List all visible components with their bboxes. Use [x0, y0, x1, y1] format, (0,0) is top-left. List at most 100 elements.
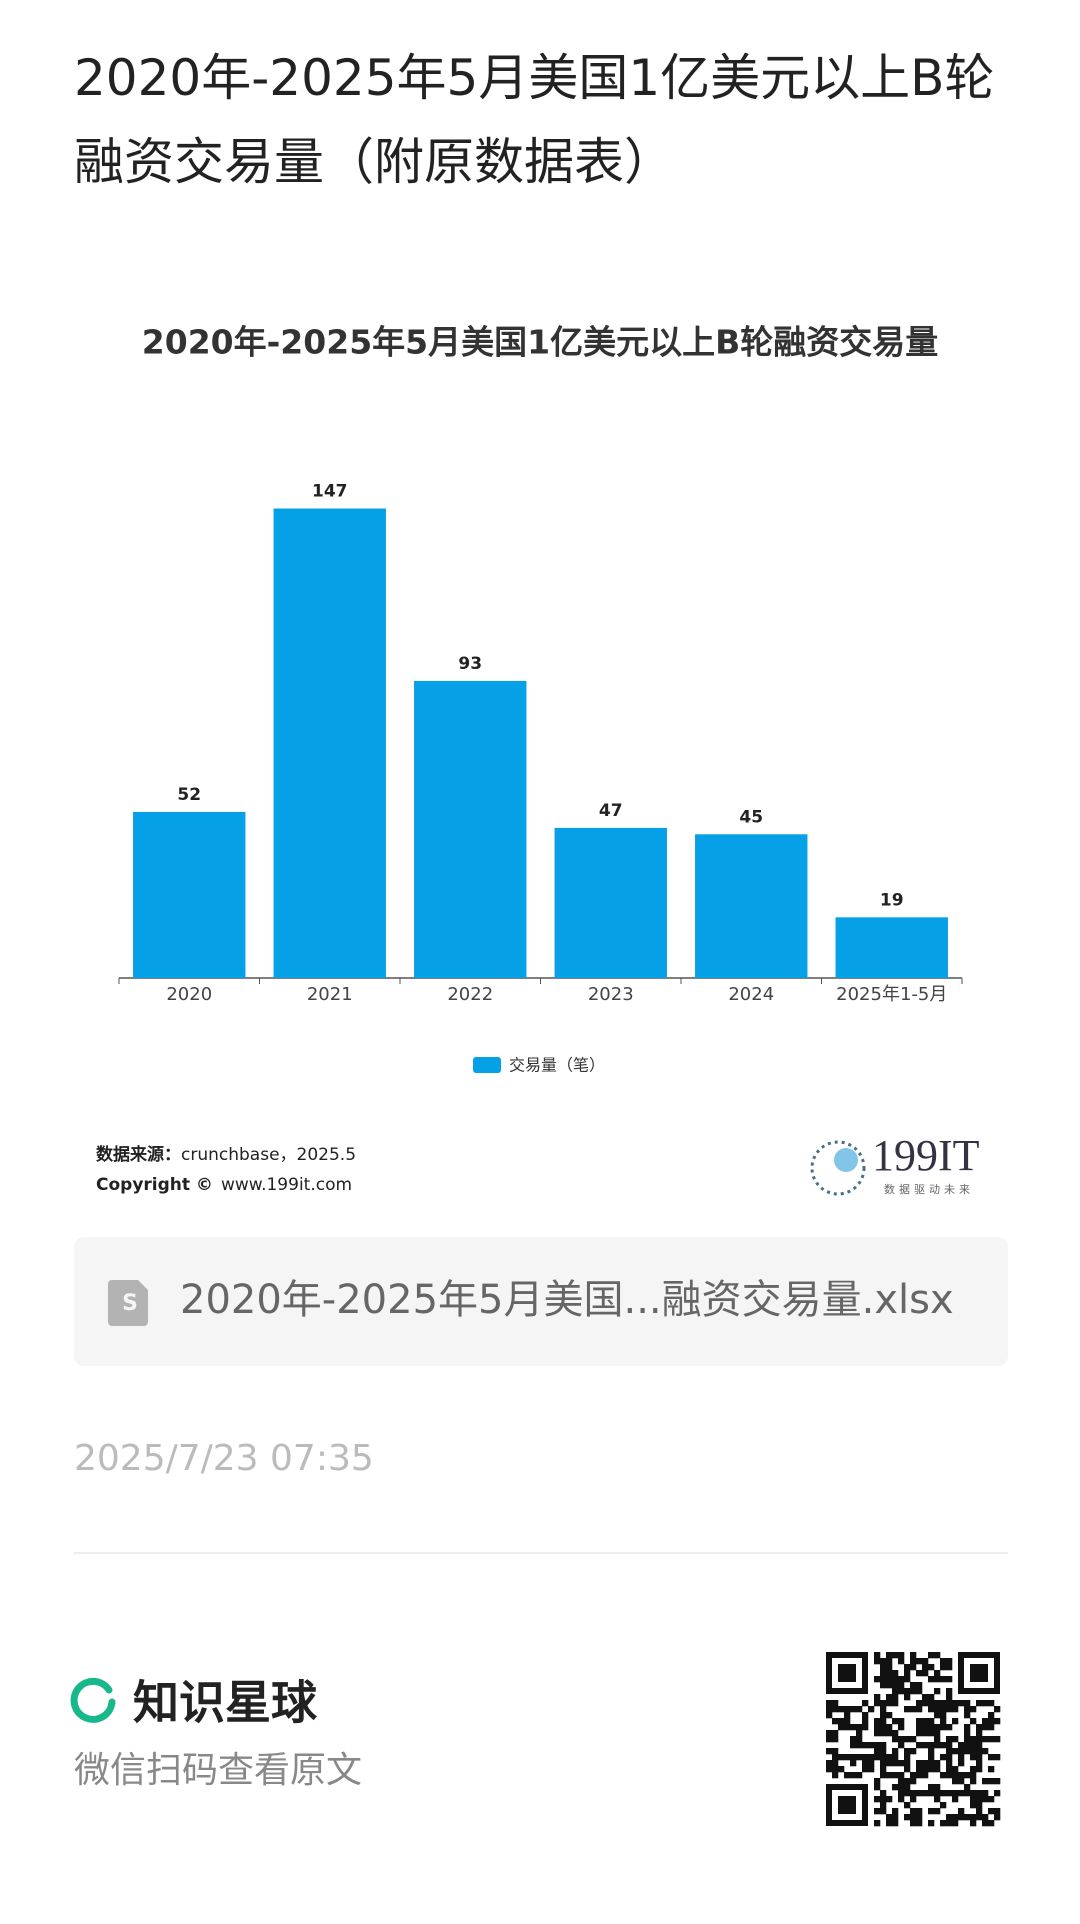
qr-module	[964, 1724, 971, 1731]
qr-module	[928, 1730, 935, 1737]
qr-module	[958, 1808, 965, 1815]
qr-module	[904, 1790, 911, 1797]
qr-module	[898, 1790, 905, 1797]
qr-module	[952, 1766, 959, 1773]
logo-name: 199IT	[872, 1131, 980, 1180]
qr-module	[904, 1784, 911, 1791]
qr-module	[916, 1820, 923, 1827]
qr-module	[826, 1700, 833, 1707]
qr-module	[916, 1658, 923, 1665]
bar	[695, 834, 808, 978]
qr-module	[910, 1796, 917, 1803]
qr-module	[970, 1796, 977, 1803]
qr-module	[940, 1724, 947, 1731]
qr-module	[928, 1760, 935, 1767]
qr-module	[976, 1742, 983, 1749]
qr-module	[976, 1724, 983, 1731]
qr-module	[964, 1706, 971, 1713]
qr-module	[904, 1670, 911, 1677]
qr-module	[892, 1670, 899, 1677]
qr-module	[940, 1712, 947, 1719]
qr-module	[886, 1760, 893, 1767]
qr-module	[982, 1790, 989, 1797]
qr-module	[874, 1784, 881, 1791]
qr-module	[898, 1652, 905, 1659]
qr-module	[892, 1820, 899, 1827]
qr-module	[994, 1814, 1001, 1821]
qr-module	[856, 1742, 863, 1749]
qr-module	[994, 1736, 1001, 1743]
qr-module	[982, 1718, 989, 1725]
qr-module	[952, 1706, 959, 1713]
qr-module	[982, 1820, 989, 1827]
qr-finder	[838, 1664, 856, 1682]
qr-module	[940, 1706, 947, 1713]
qr-module	[958, 1700, 965, 1707]
brand-icon	[70, 1677, 116, 1723]
qr-code[interactable]	[826, 1652, 1001, 1827]
qr-module	[928, 1790, 935, 1797]
file-icon	[108, 1280, 148, 1326]
qr-module	[856, 1730, 863, 1737]
qr-module	[826, 1748, 833, 1755]
qr-module	[826, 1706, 833, 1713]
qr-module	[994, 1718, 1001, 1725]
qr-module	[898, 1778, 905, 1785]
qr-module	[964, 1700, 971, 1707]
qr-module	[994, 1808, 1001, 1815]
qr-module	[850, 1706, 857, 1713]
qr-module	[928, 1808, 935, 1815]
qr-module	[850, 1754, 857, 1761]
qr-module	[910, 1820, 917, 1827]
qr-module	[880, 1790, 887, 1797]
qr-module	[898, 1724, 905, 1731]
attachment-card[interactable]	[74, 1237, 1008, 1366]
qr-module	[898, 1682, 905, 1689]
qr-module	[832, 1748, 839, 1755]
qr-module	[874, 1754, 881, 1761]
qr-module	[886, 1754, 893, 1761]
logo-icon	[810, 1140, 866, 1196]
qr-module	[850, 1724, 857, 1731]
qr-module	[868, 1754, 875, 1761]
qr-module	[862, 1760, 869, 1767]
qr-module	[958, 1814, 965, 1821]
qr-module	[886, 1730, 893, 1737]
qr-module	[958, 1778, 965, 1785]
qr-module	[976, 1766, 983, 1773]
qr-module	[880, 1670, 887, 1677]
qr-module	[988, 1736, 995, 1743]
qr-module	[970, 1790, 977, 1797]
qr-module	[934, 1742, 941, 1749]
qr-module	[892, 1760, 899, 1767]
qr-module	[946, 1700, 953, 1707]
qr-module	[892, 1688, 899, 1695]
qr-module	[982, 1736, 989, 1743]
x-tick-label: 2022	[447, 984, 493, 1005]
qr-module	[928, 1694, 935, 1701]
qr-module	[910, 1688, 917, 1695]
qr-module	[922, 1760, 929, 1767]
qr-module	[928, 1766, 935, 1773]
bar	[273, 508, 386, 978]
timestamp: 2025/7/23 07:35	[74, 1438, 374, 1479]
qr-module	[844, 1724, 851, 1731]
qr-module	[874, 1700, 881, 1707]
qr-module	[916, 1766, 923, 1773]
qr-module	[922, 1718, 929, 1725]
qr-module	[922, 1670, 929, 1677]
qr-module	[850, 1742, 857, 1749]
qr-module	[856, 1736, 863, 1743]
qr-module	[922, 1790, 929, 1797]
qr-module	[988, 1808, 995, 1815]
qr-module	[856, 1724, 863, 1731]
qr-module	[952, 1814, 959, 1821]
attachment-name[interactable]: 2020年-2025年5月美国...融资交易量.xlsx	[180, 1277, 954, 1323]
qr-module	[892, 1700, 899, 1707]
qr-module	[946, 1814, 953, 1821]
logo-icon	[834, 1148, 858, 1172]
qr-module	[970, 1802, 977, 1809]
qr-module	[928, 1664, 935, 1671]
scan-hint: 微信扫码查看原文	[74, 1750, 362, 1791]
qr-module	[832, 1736, 839, 1743]
